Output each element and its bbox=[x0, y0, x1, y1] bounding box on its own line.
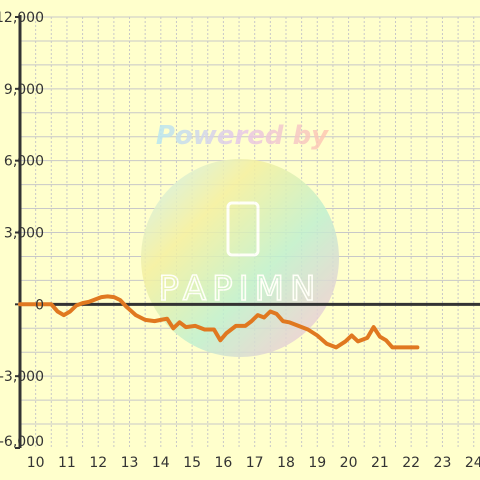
x-tick-label: 22 bbox=[402, 455, 420, 471]
y-tick-label: 12,000 bbox=[0, 10, 44, 26]
y-tick-label: -3,000 bbox=[0, 369, 44, 385]
y-tick-label: 0 bbox=[35, 297, 44, 313]
x-tick-label: 23 bbox=[434, 455, 452, 471]
tick-labels: -6,000 -3,000 0 3,000 6,000 9,000 12,000 10 11 12… bbox=[0, 10, 480, 471]
x-tick-label: 13 bbox=[121, 455, 139, 471]
series-layer bbox=[18, 294, 420, 350]
x-tick-label: 24 bbox=[465, 455, 480, 471]
watermark-caption: Powered by bbox=[156, 121, 329, 151]
x-tick-label: 14 bbox=[152, 455, 170, 471]
x-tick-label: 16 bbox=[214, 455, 232, 471]
series-line bbox=[18, 294, 420, 350]
axes bbox=[15, 15, 480, 449]
x-tick-label: 15 bbox=[183, 455, 201, 471]
y-tick-label: -6,000 bbox=[0, 434, 44, 450]
x-tick-label: 21 bbox=[371, 455, 389, 471]
y-tick-label: 6,000 bbox=[4, 154, 44, 170]
x-tick-label: 11 bbox=[58, 455, 76, 471]
x-tick-label: 19 bbox=[308, 455, 326, 471]
x-tick-label: 12 bbox=[89, 455, 107, 471]
x-tick-label: 18 bbox=[277, 455, 295, 471]
x-tick-label: 20 bbox=[340, 455, 358, 471]
x-tick-label: 10 bbox=[27, 455, 45, 471]
y-tick-label: 9,000 bbox=[4, 82, 44, 98]
watermark-logo-glyph bbox=[226, 201, 260, 257]
x-tick-label: 17 bbox=[246, 455, 264, 471]
y-tick-label: 3,000 bbox=[4, 226, 44, 242]
watermark-logo-circle bbox=[141, 159, 339, 357]
